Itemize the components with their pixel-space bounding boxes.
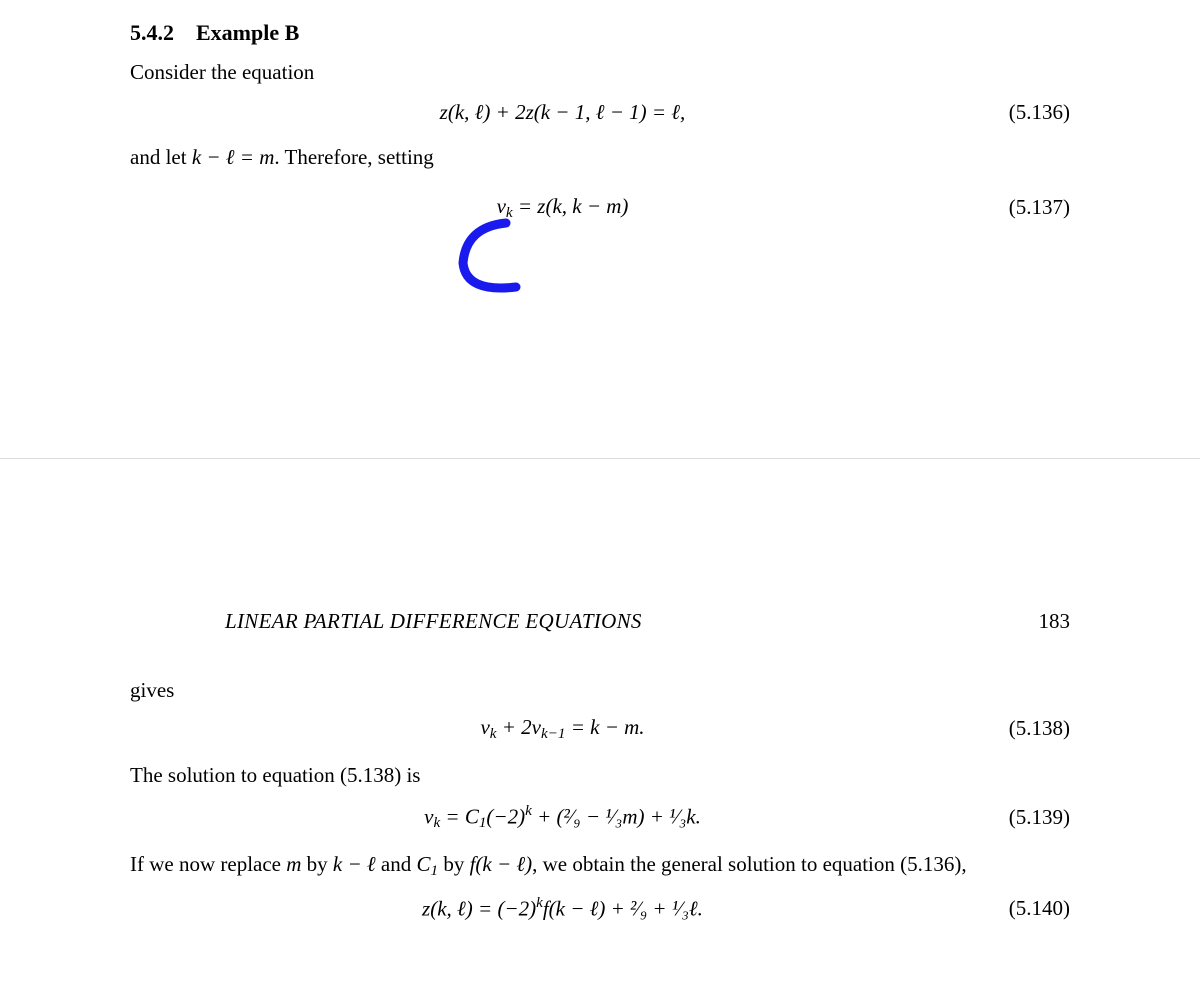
eq138-a: v: [480, 715, 489, 739]
eq138-b: + 2v: [497, 715, 542, 739]
p5-a: If we now replace: [130, 852, 286, 876]
p5-e: and: [376, 852, 417, 876]
eq-5-136-number: (5.136): [995, 100, 1070, 125]
eq-5-137-sub: k: [506, 204, 513, 220]
running-header: LINEAR PARTIAL DIFFERENCE EQUATIONS 183: [130, 609, 1070, 634]
equation-5-138: vk + 2vk−1 = k − m. (5.138): [130, 715, 1070, 743]
paragraph-replace: If we now replace m by k − ℓ and C1 by f…: [130, 850, 1070, 881]
eq140-a: z(k, ℓ) = (−2): [422, 896, 536, 920]
eq-5-137-number: (5.137): [995, 195, 1070, 220]
section-number: 5.4.2: [130, 20, 174, 45]
eq-5-138-number: (5.138): [995, 716, 1070, 741]
eq138-sub-a: k: [490, 726, 497, 742]
p5-f: C: [417, 852, 431, 876]
paragraph-intro: Consider the equation: [130, 58, 1070, 86]
eq139-d: + (²⁄₉ − ¹⁄₃m) + ¹⁄₃k.: [532, 804, 701, 828]
eq-5-140-number: (5.140): [995, 896, 1070, 921]
eq138-c: = k − m.: [565, 715, 644, 739]
equation-5-136: z(k, ℓ) + 2z(k − 1, ℓ − 1) = ℓ, (5.136): [130, 100, 1070, 125]
p5-b: m: [286, 852, 301, 876]
equation-5-137: vk = z(k, k − m) (5.137): [130, 194, 1070, 222]
eq-5-137-rest: = z(k, k − m): [513, 194, 629, 218]
p5-h: f(k − ℓ): [470, 852, 533, 876]
section-title: Example B: [196, 20, 299, 45]
eq139-b: = C: [440, 804, 479, 828]
equation-5-140: z(k, ℓ) = (−2)kf(k − ℓ) + ²⁄₉ + ¹⁄₃ℓ. (5…: [130, 895, 1070, 921]
para2-c: . Therefore, setting: [274, 145, 433, 169]
p5-i: , we obtain the general solution to equa…: [532, 852, 966, 876]
section-heading: 5.4.2 Example B: [130, 20, 1070, 46]
eq-5-136-expr: z(k, ℓ) + 2z(k − 1, ℓ − 1) = ℓ,: [440, 100, 686, 124]
eq139-c: (−2): [486, 804, 525, 828]
eq140-sup: k: [536, 895, 543, 911]
paragraph-solution: The solution to equation (5.138) is: [130, 761, 1070, 789]
paragraph-let: and let k − ℓ = m. Therefore, setting: [130, 143, 1070, 171]
page-number: 183: [1039, 609, 1071, 634]
eq-5-137-v: v: [497, 194, 506, 218]
p5-c: by: [301, 852, 333, 876]
eq139-sup: k: [525, 803, 532, 819]
p5-g: by: [438, 852, 470, 876]
running-head-title: LINEAR PARTIAL DIFFERENCE EQUATIONS: [225, 609, 642, 634]
eq138-sub-b: k−1: [541, 726, 565, 742]
para2-a: and let: [130, 145, 192, 169]
eq-5-139-number: (5.139): [995, 805, 1070, 830]
p5-d: k − ℓ: [333, 852, 376, 876]
equation-5-139: vk = C1(−2)k + (²⁄₉ − ¹⁄₃m) + ¹⁄₃k. (5.1…: [130, 803, 1070, 832]
para2-b: k − ℓ = m: [192, 145, 275, 169]
eq140-b: f(k − ℓ) + ²⁄₉ + ¹⁄₃ℓ.: [543, 896, 703, 920]
p5-f-sub: 1: [431, 863, 439, 879]
paragraph-gives: gives: [130, 676, 1070, 704]
page-break: [0, 229, 1200, 459]
